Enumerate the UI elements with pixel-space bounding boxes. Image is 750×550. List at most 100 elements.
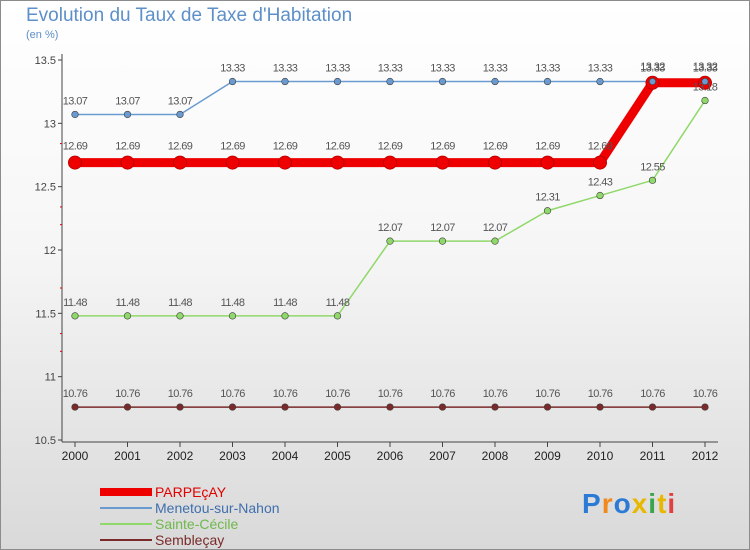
data-point <box>383 155 397 170</box>
data-point <box>701 403 709 411</box>
data-point <box>281 77 289 86</box>
data-label: 13.33 <box>378 63 403 75</box>
data-label: 12.69 <box>325 141 350 153</box>
data-point <box>596 403 604 411</box>
data-label: 13.33 <box>640 63 665 75</box>
data-point <box>596 191 604 200</box>
data-label: 12.43 <box>588 177 613 189</box>
data-label: 13.32 <box>693 61 718 73</box>
data-label: 13.33 <box>430 63 455 75</box>
data-label: 13.07 <box>63 95 88 107</box>
data-point <box>123 312 132 320</box>
data-point <box>176 312 184 320</box>
data-point <box>438 77 447 86</box>
data-point <box>438 237 447 245</box>
x-tick-label: 2009 <box>534 449 561 463</box>
data-point <box>438 403 447 411</box>
data-point <box>225 155 240 170</box>
data-point <box>386 403 394 411</box>
logo-letter: t <box>657 488 668 519</box>
data-label: 12.31 <box>535 192 560 204</box>
x-tick-label: 2003 <box>219 449 246 463</box>
data-point <box>71 403 79 411</box>
logo-letter: P <box>582 488 602 519</box>
data-point <box>176 110 184 119</box>
data-point <box>540 155 555 170</box>
data-label: 12.69 <box>168 141 193 153</box>
logo-letter: o <box>613 488 632 519</box>
data-point <box>543 403 552 411</box>
legend-swatch <box>100 507 152 509</box>
data-point <box>648 403 657 411</box>
chart-unit-label: (en %) <box>26 29 59 41</box>
y-tick-label: 12 <box>44 245 56 257</box>
x-tick-label: 2004 <box>272 449 299 463</box>
data-label: 10.76 <box>168 388 193 400</box>
data-label: 12.69 <box>115 141 140 153</box>
data-label: 10.76 <box>378 388 403 400</box>
data-label: 13.33 <box>325 63 350 75</box>
data-label: 12.69 <box>535 141 560 153</box>
data-point <box>330 155 345 170</box>
data-label: 12.55 <box>640 161 665 173</box>
x-tick-label: 2010 <box>587 449 614 463</box>
data-label: 13.33 <box>273 63 298 75</box>
data-point <box>333 77 342 86</box>
data-point <box>543 77 552 86</box>
logo-letter: x <box>631 488 649 519</box>
data-label: 10.76 <box>535 388 560 400</box>
legend-swatch <box>100 488 152 496</box>
data-label: 13.33 <box>693 63 718 75</box>
data-label: 13.33 <box>588 63 613 75</box>
logo-letter: i <box>667 488 677 519</box>
x-tick-label: 2002 <box>167 449 194 463</box>
x-tick-label: 2007 <box>429 449 456 463</box>
data-point <box>435 155 450 170</box>
data-label: 11.48 <box>326 297 350 309</box>
data-label: 10.76 <box>63 388 88 400</box>
data-label: 13.32 <box>640 61 665 73</box>
x-tick-label: 2001 <box>114 449 141 463</box>
data-point <box>491 77 499 86</box>
data-label: 13.33 <box>220 63 245 75</box>
chart-title: Evolution du Taux de Taxe d'Habitation <box>26 5 353 26</box>
x-tick-label: 2006 <box>377 449 404 463</box>
series-line <box>75 100 706 317</box>
logo-letter: i <box>648 488 658 519</box>
data-label: 12.69 <box>220 141 245 153</box>
data-label: 12.69 <box>273 141 298 153</box>
legend-label: Sainte-Cécile <box>155 516 239 532</box>
legend-label: PARPEçAY <box>155 484 227 500</box>
x-tick-label: 2005 <box>324 449 351 463</box>
proxiti-logo: Proxiti <box>582 488 676 520</box>
data-label: 10.76 <box>483 388 508 400</box>
data-point <box>123 110 132 119</box>
legend-label: Menetou-sur-Nahon <box>155 500 280 516</box>
y-tick-label: 13.5 <box>35 55 56 67</box>
data-label: 12.69 <box>378 141 403 153</box>
data-point <box>123 403 132 411</box>
data-point <box>71 312 79 320</box>
data-point <box>333 312 342 320</box>
data-point <box>491 403 499 411</box>
data-label: 10.76 <box>115 388 140 400</box>
data-label: 12.07 <box>430 222 455 234</box>
legend-swatch <box>100 523 152 525</box>
data-label: 12.69 <box>588 141 613 153</box>
data-point <box>701 96 709 105</box>
data-point <box>228 403 237 411</box>
data-label: 11.48 <box>273 297 297 309</box>
x-tick-label: 2011 <box>640 449 666 463</box>
data-point <box>488 155 502 170</box>
data-point <box>596 77 604 86</box>
data-point <box>593 155 607 170</box>
data-point-overlay <box>701 78 709 86</box>
y-tick-label: 10.5 <box>35 435 56 447</box>
data-label: 11.48 <box>63 297 87 309</box>
data-label: 10.76 <box>220 388 245 400</box>
data-label: 13.07 <box>115 95 140 107</box>
data-point <box>333 403 342 411</box>
data-label: 11.48 <box>116 297 140 309</box>
x-tick-label: 2012 <box>692 449 719 463</box>
